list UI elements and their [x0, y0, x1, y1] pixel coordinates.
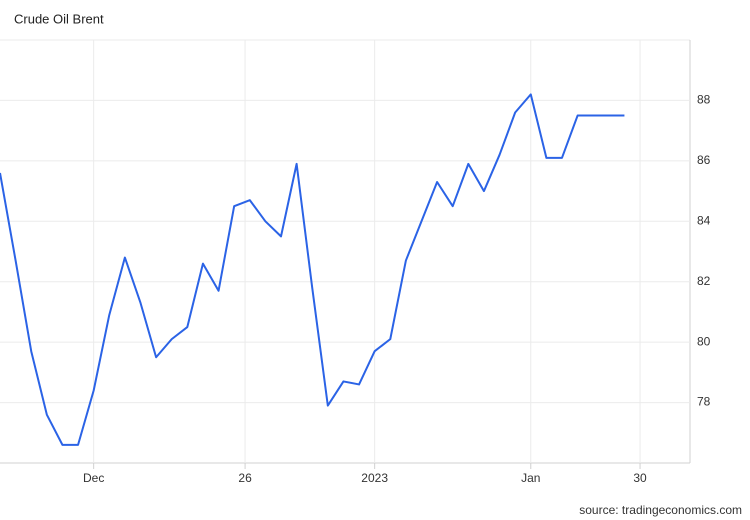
x-tick-label: 26 — [238, 471, 252, 485]
x-tick-label: 2023 — [361, 471, 388, 485]
y-tick-label: 86 — [697, 153, 711, 167]
y-tick-label: 78 — [697, 395, 711, 409]
y-tick-label: 84 — [697, 213, 711, 227]
chart-title: Crude Oil Brent — [14, 11, 104, 26]
y-tick-label: 80 — [697, 334, 711, 348]
y-tick-label: 82 — [697, 274, 711, 288]
x-tick-label: 30 — [633, 471, 647, 485]
x-tick-label: Jan — [521, 471, 540, 485]
source-note: source: tradingeconomics.com — [579, 503, 742, 517]
y-tick-label: 88 — [697, 93, 711, 107]
price-line — [0, 93, 625, 446]
x-tick-label: Dec — [83, 471, 104, 485]
